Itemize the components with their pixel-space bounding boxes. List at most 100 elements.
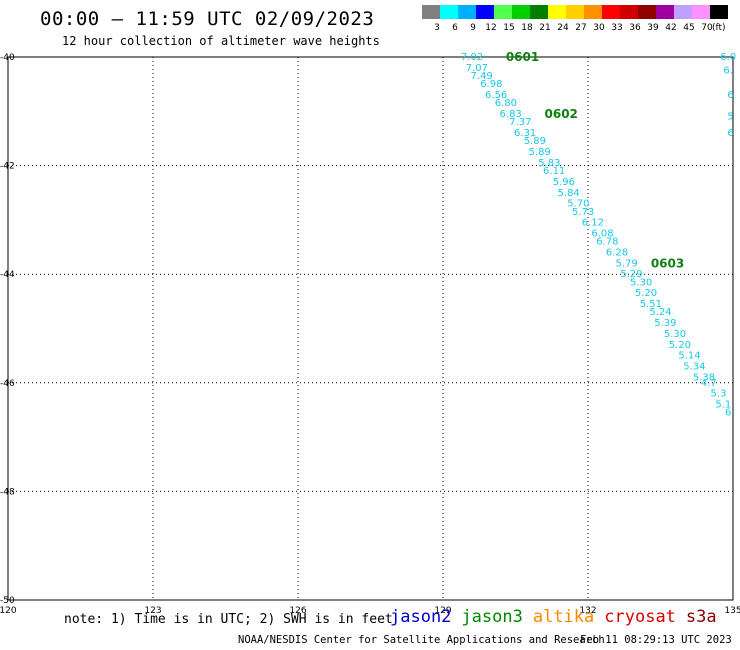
legend-label: 3 bbox=[434, 23, 440, 33]
wave-height-point: 5.34 bbox=[683, 362, 705, 373]
credit-text: NOAA/NESDIS Center for Satellite Applica… bbox=[238, 634, 605, 646]
wave-height-point: 5.73 bbox=[572, 207, 594, 218]
chart-subtitle: 12 hour collection of altimeter wave hei… bbox=[62, 34, 380, 48]
wave-height-point: 5.89 bbox=[524, 136, 546, 147]
legend-label: 30 bbox=[593, 23, 605, 33]
wave-height-point: 5.38 bbox=[693, 372, 715, 383]
wave-height-point: 6.98 bbox=[480, 79, 502, 90]
wave-height-point: 6 bbox=[725, 408, 731, 419]
chart-title: 00:00 – 11:59 UTC 02/09/2023 bbox=[40, 8, 375, 30]
wave-height-point: 6 bbox=[727, 128, 733, 139]
footer-note: note: 1) Time is in UTC; 2) SWH is in fe… bbox=[64, 612, 393, 627]
legend-swatch bbox=[620, 5, 638, 19]
legend-swatch bbox=[530, 5, 548, 19]
wave-height-point: 5.84 bbox=[558, 188, 580, 199]
wave-height-point: 6.31 bbox=[514, 128, 536, 139]
legend-label: 45 bbox=[683, 23, 694, 33]
wave-height-point: 6.83 bbox=[500, 109, 522, 120]
legend-label: 42 bbox=[665, 23, 676, 33]
satellite-name: jason2 bbox=[390, 607, 452, 627]
legend-label: 36 bbox=[629, 23, 641, 33]
time-label: 0602 bbox=[545, 107, 578, 121]
legend-swatch bbox=[638, 5, 656, 19]
wave-height-point: 7.07 bbox=[466, 63, 488, 74]
time-label: 0601 bbox=[506, 50, 539, 64]
wave-height-point: 7.49 bbox=[471, 71, 493, 82]
satellite-legend: jason2 jason3 altika cryosat s3a bbox=[390, 607, 727, 627]
legend-swatch bbox=[602, 5, 620, 19]
legend-swatch bbox=[656, 5, 674, 19]
y-tick-label: -40 bbox=[0, 53, 15, 63]
wave-height-point: 5 bbox=[727, 112, 733, 123]
y-tick-label: -48 bbox=[0, 487, 15, 497]
legend-swatch bbox=[584, 5, 602, 19]
legend-label: 18 bbox=[521, 23, 533, 33]
satellite-name: s3a bbox=[685, 607, 717, 627]
legend-label: 15 bbox=[503, 23, 514, 33]
legend-swatch bbox=[692, 5, 710, 19]
legend-swatch bbox=[494, 5, 512, 19]
legend-label: 39 bbox=[647, 23, 659, 33]
wave-height-point: 7.37 bbox=[509, 117, 531, 128]
wave-height-point: 6.12 bbox=[582, 218, 604, 229]
wave-height-point: 6 bbox=[727, 90, 733, 101]
wave-height-point: 5.96 bbox=[553, 177, 575, 188]
x-tick-label: 126 bbox=[289, 606, 306, 616]
legend-swatch bbox=[548, 5, 566, 19]
wave-height-point: 6.0 bbox=[720, 52, 736, 63]
legend-swatch bbox=[476, 5, 494, 19]
x-tick-label: 129 bbox=[434, 606, 451, 616]
wave-height-point: 6.11 bbox=[543, 166, 565, 177]
wave-height-point: 6.08 bbox=[591, 228, 613, 239]
satellite-name: cryosat bbox=[604, 607, 676, 627]
plot-frame bbox=[7, 56, 734, 601]
wave-height-point: 5.39 bbox=[654, 318, 676, 329]
wave-height-point: 7.02 bbox=[461, 52, 483, 63]
satellite-name: jason3 bbox=[461, 607, 523, 627]
time-label: 0603 bbox=[651, 256, 684, 270]
wave-height-point: 5.29 bbox=[620, 269, 642, 280]
timestamp-text: Feb 11 08:29:13 UTC 2023 bbox=[580, 634, 732, 646]
wave-height-point: 5.79 bbox=[616, 258, 638, 269]
y-tick-label: -42 bbox=[0, 162, 15, 172]
wave-height-point: 5.30 bbox=[630, 277, 652, 288]
legend-swatch bbox=[710, 5, 728, 19]
x-tick-label: 123 bbox=[144, 606, 161, 616]
wave-height-point: 5.20 bbox=[635, 288, 657, 299]
wave-height-point: 6.28 bbox=[606, 247, 628, 258]
y-tick-label: -44 bbox=[0, 270, 15, 280]
wave-height-point: 6.56 bbox=[485, 90, 507, 101]
wave-height-point: 4.7 bbox=[701, 378, 717, 389]
wave-height-point: 5.24 bbox=[649, 307, 671, 318]
wave-height-point: 5.83 bbox=[538, 158, 560, 169]
legend-swatch bbox=[440, 5, 458, 19]
wave-height-point: 5.51 bbox=[640, 299, 662, 310]
x-tick-label: 120 bbox=[0, 606, 17, 616]
legend-label: 33 bbox=[611, 23, 622, 33]
y-tick-label: -50 bbox=[0, 596, 15, 606]
legend-label: 24 bbox=[557, 23, 569, 33]
wave-height-point: 5.1 bbox=[715, 400, 731, 411]
legend-label: 27 bbox=[575, 23, 586, 33]
wave-height-point: 5.30 bbox=[664, 329, 686, 340]
wave-height-point: 5.20 bbox=[669, 340, 691, 351]
wave-height-point: 6. bbox=[723, 66, 733, 77]
wave-height-point: 5.14 bbox=[678, 351, 700, 362]
wave-height-point: 6.78 bbox=[596, 237, 618, 248]
legend-unit: (ft) bbox=[712, 23, 726, 33]
legend-swatch bbox=[458, 5, 476, 19]
legend-swatch bbox=[566, 5, 584, 19]
legend-label: 21 bbox=[539, 23, 550, 33]
legend-swatch bbox=[512, 5, 530, 19]
y-tick-label: -46 bbox=[0, 379, 15, 389]
x-tick-label: 135 bbox=[724, 606, 740, 616]
wave-height-point: 5.3 bbox=[711, 389, 727, 400]
legend-swatch bbox=[674, 5, 692, 19]
legend-swatch bbox=[422, 5, 440, 19]
wave-height-point: 5.70 bbox=[567, 199, 589, 210]
legend-label: 70 bbox=[701, 23, 713, 33]
wave-height-point: 6.80 bbox=[495, 98, 517, 109]
legend-label: 12 bbox=[485, 23, 496, 33]
legend-label: 6 bbox=[452, 23, 458, 33]
